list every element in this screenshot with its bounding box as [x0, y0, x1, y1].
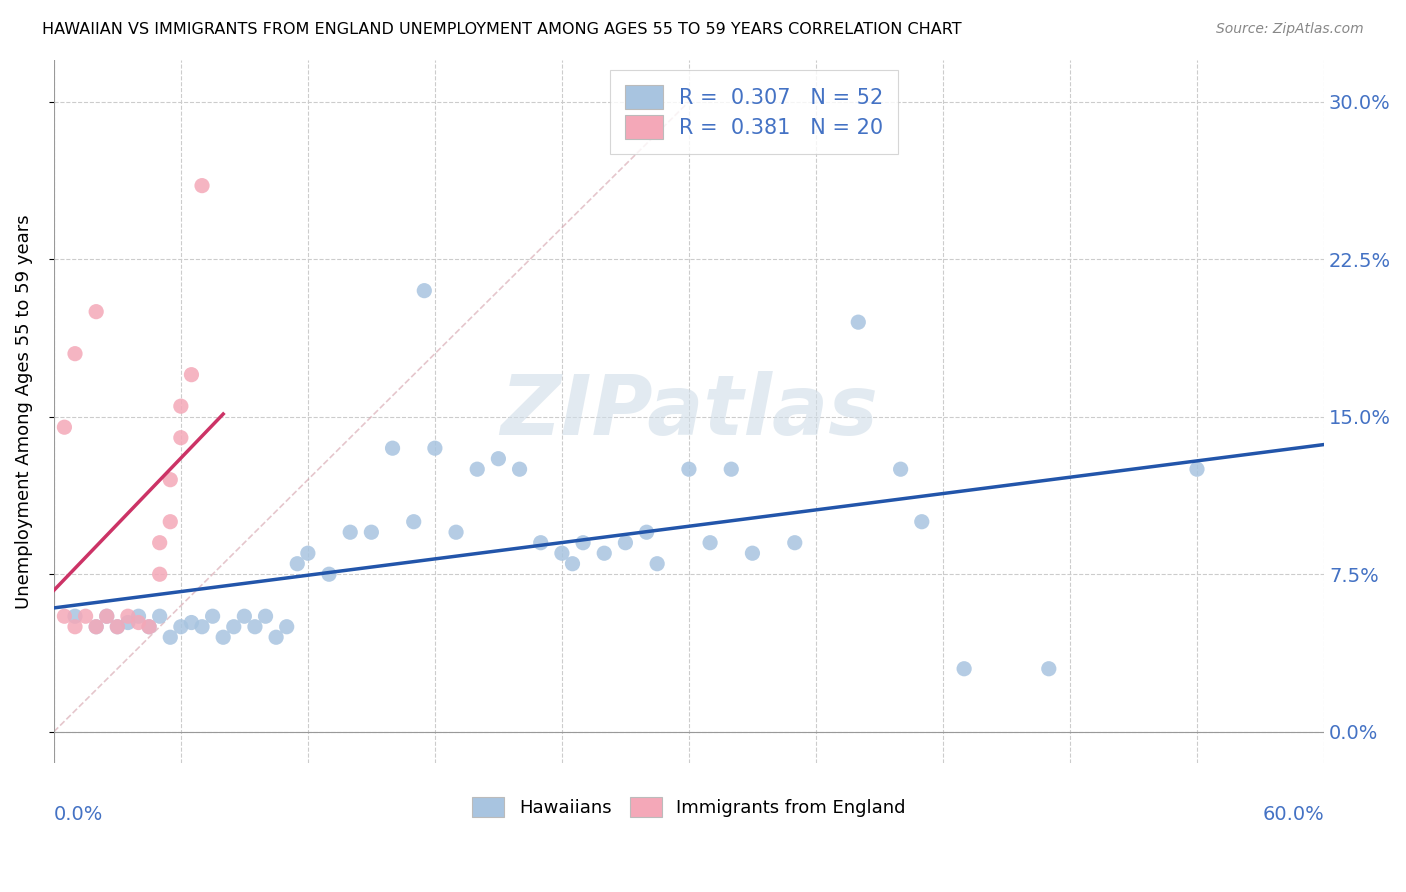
Point	[180, 615, 202, 630]
Point	[699, 535, 721, 549]
Point	[1038, 662, 1060, 676]
Point	[783, 535, 806, 549]
Point	[128, 615, 150, 630]
Point	[1185, 462, 1208, 476]
Point	[170, 399, 193, 413]
Point	[614, 535, 637, 549]
Point	[911, 515, 934, 529]
Point	[84, 620, 107, 634]
Point	[149, 609, 172, 624]
Point	[423, 441, 446, 455]
Point	[741, 546, 763, 560]
Point	[117, 609, 139, 624]
Point	[138, 620, 160, 634]
Point	[105, 620, 128, 634]
Point	[561, 557, 583, 571]
Text: Source: ZipAtlas.com: Source: ZipAtlas.com	[1216, 22, 1364, 37]
Point	[678, 462, 700, 476]
Point	[465, 462, 488, 476]
Point	[509, 462, 531, 476]
Point	[402, 515, 425, 529]
Point	[953, 662, 976, 676]
Point	[486, 451, 509, 466]
Point	[149, 567, 172, 582]
Point	[212, 630, 235, 644]
Point	[243, 620, 266, 634]
Point	[201, 609, 224, 624]
Text: 60.0%: 60.0%	[1263, 805, 1324, 824]
Point	[413, 284, 436, 298]
Point	[149, 535, 172, 549]
Point	[159, 515, 181, 529]
Point	[53, 609, 76, 624]
Point	[128, 609, 150, 624]
Point	[96, 609, 118, 624]
Point	[846, 315, 869, 329]
Point	[191, 178, 214, 193]
Point	[297, 546, 319, 560]
Point	[53, 420, 76, 434]
Point	[75, 609, 97, 624]
Point	[222, 620, 245, 634]
Point	[381, 441, 404, 455]
Point	[530, 535, 553, 549]
Legend: Hawaiians, Immigrants from England: Hawaiians, Immigrants from England	[464, 789, 912, 824]
Point	[117, 615, 139, 630]
Point	[159, 630, 181, 644]
Point	[105, 620, 128, 634]
Text: ZIPatlas: ZIPatlas	[501, 371, 877, 452]
Point	[645, 557, 668, 571]
Point	[63, 346, 86, 360]
Point	[191, 620, 214, 634]
Point	[254, 609, 277, 624]
Point	[63, 620, 86, 634]
Point	[264, 630, 287, 644]
Point	[159, 473, 181, 487]
Point	[138, 620, 160, 634]
Point	[593, 546, 616, 560]
Point	[636, 525, 658, 540]
Point	[84, 620, 107, 634]
Point	[233, 609, 256, 624]
Point	[318, 567, 340, 582]
Point	[339, 525, 361, 540]
Point	[360, 525, 382, 540]
Point	[63, 609, 86, 624]
Point	[444, 525, 467, 540]
Point	[170, 431, 193, 445]
Point	[96, 609, 118, 624]
Point	[720, 462, 742, 476]
Text: 0.0%: 0.0%	[53, 805, 103, 824]
Point	[180, 368, 202, 382]
Point	[84, 304, 107, 318]
Point	[551, 546, 574, 560]
Text: HAWAIIAN VS IMMIGRANTS FROM ENGLAND UNEMPLOYMENT AMONG AGES 55 TO 59 YEARS CORRE: HAWAIIAN VS IMMIGRANTS FROM ENGLAND UNEM…	[42, 22, 962, 37]
Point	[890, 462, 912, 476]
Point	[285, 557, 308, 571]
Y-axis label: Unemployment Among Ages 55 to 59 years: Unemployment Among Ages 55 to 59 years	[15, 214, 32, 608]
Point	[170, 620, 193, 634]
Point	[572, 535, 595, 549]
Point	[276, 620, 298, 634]
